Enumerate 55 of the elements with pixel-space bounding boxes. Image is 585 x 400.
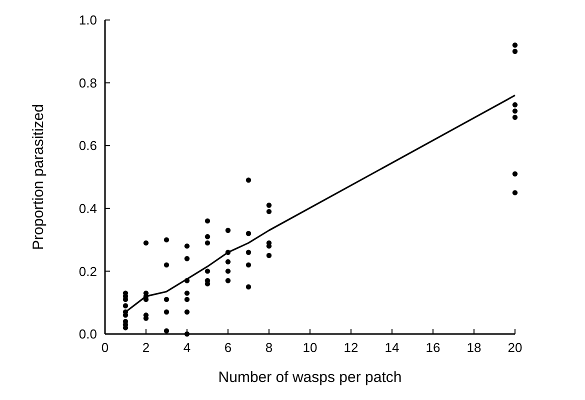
point xyxy=(204,240,210,246)
point xyxy=(184,296,190,302)
point xyxy=(143,240,149,246)
y-tick-label: 0.0 xyxy=(78,326,97,342)
point xyxy=(164,309,170,315)
point xyxy=(184,256,190,262)
point xyxy=(246,262,252,268)
point xyxy=(204,234,210,240)
x-tick-label: 4 xyxy=(183,340,191,355)
point xyxy=(164,262,170,268)
point xyxy=(225,259,231,264)
point xyxy=(184,331,190,337)
x-tick-label: 20 xyxy=(508,340,522,355)
point xyxy=(266,208,272,214)
point xyxy=(204,268,210,274)
y-tick-label: 0.2 xyxy=(78,264,97,279)
point xyxy=(184,243,190,249)
point xyxy=(164,296,170,302)
x-axis-title: Number of wasps per patch xyxy=(218,369,402,386)
point xyxy=(225,268,231,274)
point xyxy=(184,290,190,296)
point xyxy=(246,178,252,183)
point xyxy=(512,102,518,108)
point xyxy=(225,228,231,233)
point xyxy=(164,328,170,334)
y-tick-label: 0.6 xyxy=(78,138,97,154)
point xyxy=(164,237,170,242)
point xyxy=(184,309,190,315)
x-tick-label: 18 xyxy=(466,340,482,355)
x-tick-label: 8 xyxy=(265,340,273,355)
point xyxy=(246,284,252,290)
point xyxy=(122,303,128,308)
point xyxy=(512,190,518,196)
point xyxy=(512,171,518,176)
y-tick-label: 0.8 xyxy=(78,75,97,90)
point xyxy=(225,278,231,284)
point xyxy=(512,114,518,120)
x-tick-label: 2 xyxy=(142,340,150,355)
point xyxy=(266,202,272,208)
point xyxy=(266,252,272,258)
x-tick-label: 6 xyxy=(224,340,232,355)
point xyxy=(512,48,518,54)
point xyxy=(204,218,210,224)
point xyxy=(246,250,252,255)
point xyxy=(512,108,518,114)
y-tick-label: 1.0 xyxy=(78,12,97,28)
x-tick-label: 12 xyxy=(344,340,358,355)
x-tick-label: 0 xyxy=(101,340,109,355)
point xyxy=(246,230,252,236)
x-tick-label: 16 xyxy=(426,340,440,355)
point xyxy=(512,42,518,48)
x-tick-label: 14 xyxy=(384,340,400,355)
y-tick-label: 0.4 xyxy=(78,200,97,216)
x-tick-label: 10 xyxy=(302,340,318,355)
y-axis-title: Proportion parasitized xyxy=(30,104,47,250)
